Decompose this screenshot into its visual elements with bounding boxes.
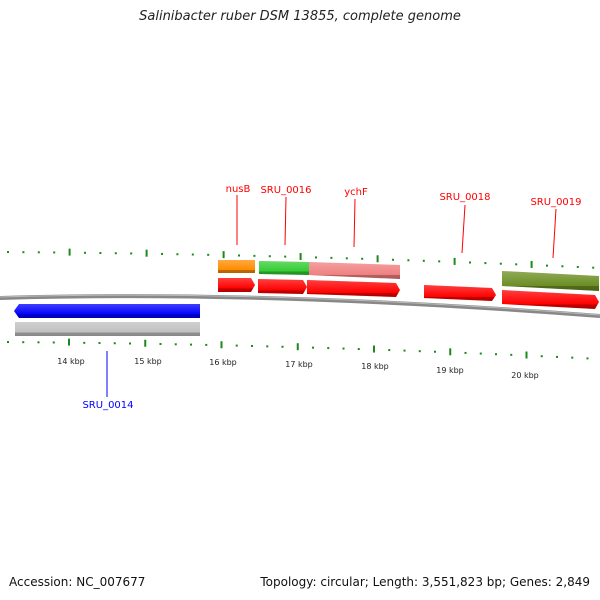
- feature-SRU_0014-gene[interactable]: [15, 322, 200, 336]
- gene-label-nusB[interactable]: nusB: [226, 184, 251, 195]
- label-line: [353, 198, 356, 248]
- gene-label-SRU_0018[interactable]: SRU_0018: [439, 192, 490, 203]
- label-line: [461, 204, 466, 254]
- genome-summary: Topology: circular; Length: 3,551,823 bp…: [260, 575, 590, 589]
- kbp-label: 18 kbp: [361, 362, 389, 371]
- gene-label-SRU_0019[interactable]: SRU_0019: [530, 197, 581, 208]
- label-line: [552, 208, 557, 259]
- label-line: [284, 196, 287, 246]
- feature-ychF-gene[interactable]: [309, 262, 400, 279]
- kbp-label: 20 kbp: [511, 371, 539, 380]
- feature-nusB-cds[interactable]: [218, 278, 255, 292]
- feature-ychF-cds[interactable]: [307, 280, 400, 297]
- gene-label-SRU_0014[interactable]: SRU_0014: [82, 400, 133, 411]
- gene-label-SRU_0016[interactable]: SRU_0016: [260, 185, 311, 196]
- feature-SRU_0019-gene[interactable]: [502, 271, 599, 291]
- gene-label-ychF[interactable]: ychF: [344, 187, 368, 198]
- feature-SRU_0016-gene[interactable]: [259, 261, 309, 275]
- ruler-ticks: [7, 248, 595, 360]
- kbp-label: 15 kbp: [134, 357, 162, 366]
- kbp-label: 19 kbp: [436, 366, 464, 375]
- kbp-label: 17 kbp: [285, 360, 313, 369]
- feature-SRU_0016-cds[interactable]: [258, 279, 307, 294]
- kbp-label: 16 kbp: [209, 358, 237, 367]
- feature-SRU_0019-cds[interactable]: [502, 290, 599, 309]
- genome-backbone: [0, 294, 600, 318]
- accession-text: Accession: NC_007677: [9, 575, 146, 589]
- kbp-label: 14 kbp: [57, 357, 85, 366]
- feature-nusB-gene[interactable]: [218, 260, 255, 273]
- feature-SRU_0018-cds[interactable]: [424, 285, 496, 301]
- genome-title: Salinibacter ruber DSM 13855, complete g…: [139, 9, 461, 24]
- feature-SRU_0014-cds[interactable]: [14, 304, 200, 318]
